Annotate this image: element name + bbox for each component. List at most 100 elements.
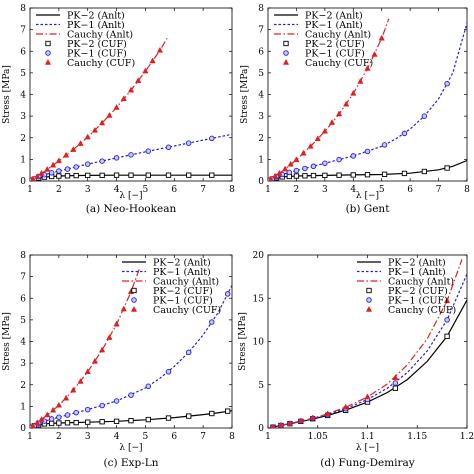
data-point-triangle <box>277 421 285 428</box>
data-point-triangle <box>371 50 378 57</box>
legend-label: PK−1 (Anlt) <box>67 20 125 31</box>
data-point-triangle <box>44 165 51 172</box>
data-point-square <box>128 417 134 424</box>
data-point-circle <box>283 50 289 56</box>
y-tick-label: 8 <box>20 4 26 14</box>
data-point-triangle <box>142 67 149 74</box>
y-tick-label: 7 <box>20 273 26 283</box>
y-tick-label: 20 <box>253 251 265 261</box>
data-point-triangle <box>135 77 142 83</box>
x-axis-label: λ [−] <box>356 191 379 201</box>
y-tick-label: 3 <box>20 359 26 369</box>
data-point-square <box>310 172 317 179</box>
y-tick-label: 7 <box>20 26 26 36</box>
x-tick-label: 6 <box>407 185 413 195</box>
legend-label: PK−2 (CUF) <box>67 39 127 50</box>
data-point-triangle <box>149 57 156 64</box>
y-axis-label: Stress [MPa] <box>2 65 12 124</box>
legend-label: PK−1 (CUF) <box>67 48 127 59</box>
data-point-square <box>85 172 91 179</box>
legend-label: Cauchy (CUF) <box>67 58 135 69</box>
data-point-square <box>381 171 388 177</box>
data-point-circle <box>209 319 215 325</box>
data-point-square <box>186 413 192 419</box>
y-tick-label: 0 <box>20 177 26 187</box>
chart-panel-4: 1 1.05 1.1 1.15 1.2 0 5 10 15 20 λ [−] Stress [MPa]… <box>238 251 474 469</box>
data-point-square <box>113 418 120 424</box>
data-point-circle <box>64 166 71 172</box>
x-tick-label: 1 <box>265 185 271 195</box>
data-point-triangle <box>342 403 349 410</box>
x-tick-label: 3 <box>322 185 328 195</box>
data-point-triangle <box>91 357 99 364</box>
data-point-circle <box>48 170 55 176</box>
y-tick-label: 0 <box>20 424 26 434</box>
legend-label: Cauchy (Anlt) <box>388 276 454 287</box>
data-point-triangle <box>270 423 276 428</box>
data-point-circle <box>73 164 79 170</box>
data-point-triangle <box>44 58 52 65</box>
data-layer <box>30 267 232 428</box>
data-point-circle <box>84 406 91 413</box>
data-point-square <box>73 419 79 426</box>
data-point-square <box>128 172 134 178</box>
data-point-triangle <box>30 422 36 428</box>
data-point-circle <box>293 167 300 174</box>
y-tick-label: 5 <box>258 381 264 391</box>
data-point-circle <box>84 161 91 167</box>
data-point-circle <box>364 148 371 155</box>
y-tick-label: 2 <box>258 134 264 144</box>
data-point-square <box>56 173 62 179</box>
data-point-circle <box>336 156 342 163</box>
panel-caption: (a) Neo-Hookean <box>86 203 177 215</box>
data-point-triangle <box>293 156 300 163</box>
data-point-triangle <box>268 175 274 181</box>
legend-label: PK−1 (Anlt) <box>388 267 446 278</box>
x-tick-label: 2 <box>56 432 62 442</box>
x-tick-label: 2 <box>294 185 300 195</box>
y-axis-label: Stress [MPa] <box>240 65 250 124</box>
x-tick-label: 1.15 <box>407 432 427 442</box>
data-point-triangle <box>38 416 45 422</box>
data-point-square <box>209 172 215 178</box>
data-point-triangle <box>357 77 364 84</box>
panel-caption: (b) Gent <box>346 203 391 215</box>
data-point-circle <box>444 317 450 323</box>
data-point-square <box>322 172 328 179</box>
x-axis-label: λ [−] <box>356 443 379 453</box>
legend-label: PK−1 (CUF) <box>305 48 365 59</box>
data-point-circle <box>56 168 62 174</box>
x-tick-label: 2 <box>56 185 62 195</box>
data-point-circle <box>113 155 120 161</box>
y-tick-label: 6 <box>20 294 26 304</box>
x-tick-label: 5 <box>143 185 149 195</box>
legend-label: PK−1 (CUF) <box>153 295 213 306</box>
data-layer <box>268 18 467 181</box>
data-point-circle <box>185 140 192 146</box>
series-line <box>30 285 232 428</box>
x-axis-label: λ [−] <box>119 443 142 453</box>
legend: PK−2 (Anlt)PK−1 (Anlt)Cauchy (Anlt)PK−2 … <box>274 10 373 69</box>
data-point-circle <box>128 152 134 158</box>
legend: PK−2 (Anlt)PK−1 (Anlt)Cauchy (Anlt)PK−2 … <box>36 10 135 69</box>
data-point-triangle <box>49 406 57 413</box>
y-tick-label: 6 <box>20 47 26 57</box>
y-tick-label: 3 <box>258 112 264 122</box>
data-point-triangle <box>309 414 316 421</box>
x-tick-label: 5 <box>379 185 385 195</box>
y-tick-label: 4 <box>20 338 26 348</box>
data-point-square <box>99 419 105 425</box>
x-tick-label: 4 <box>350 185 356 195</box>
y-tick-label: 2 <box>20 381 26 391</box>
legend-label: PK−2 (Anlt) <box>388 257 446 268</box>
data-point-circle <box>45 50 51 56</box>
data-point-triangle <box>55 401 63 408</box>
legend-label: Cauchy (Anlt) <box>305 29 371 40</box>
data-point-square <box>293 173 300 179</box>
data-point-triangle <box>328 119 336 125</box>
data-point-square <box>283 40 289 47</box>
data-point-square <box>145 416 151 423</box>
y-tick-label: 7 <box>258 26 264 36</box>
data-point-triangle <box>44 411 51 418</box>
